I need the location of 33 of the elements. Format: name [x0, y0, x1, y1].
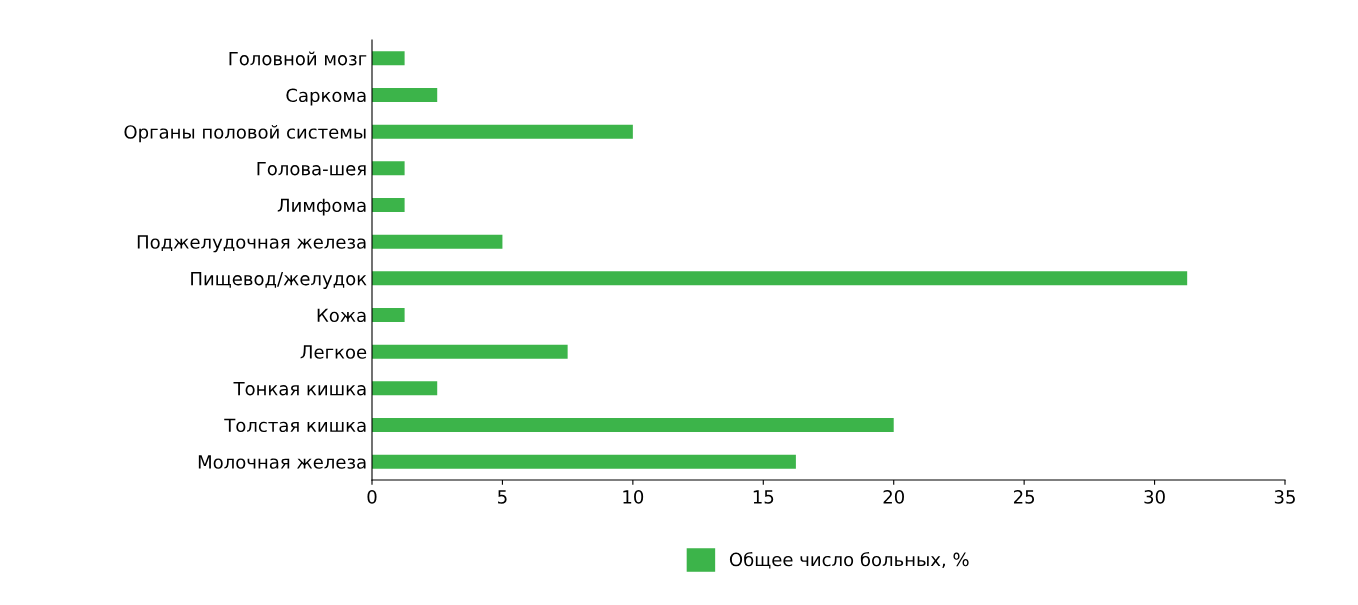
y-tick-label: Органы половой системы — [124, 124, 366, 143]
bar — [372, 344, 568, 359]
y-tick-label: Кожа — [317, 308, 366, 323]
bar — [372, 124, 633, 139]
y-tick-label: Головной мозг — [229, 51, 367, 66]
y-tick-label: Толстая кишка — [224, 418, 366, 433]
legend-label: Общее число больных, % — [729, 552, 969, 569]
y-tick-label: Молочная железа — [198, 455, 366, 469]
x-tick-label: 10 — [623, 490, 644, 504]
bar — [372, 161, 405, 176]
x-tick-label: 35 — [1274, 490, 1295, 504]
bar — [372, 418, 894, 432]
y-tick-label: Легкое — [300, 345, 367, 359]
x-tick-label: 5 — [498, 490, 507, 504]
bar — [372, 454, 796, 469]
bar — [372, 381, 438, 396]
bar — [372, 198, 405, 212]
bar — [372, 88, 438, 102]
x-tick-label: 20 — [883, 490, 904, 504]
y-tick-label: Саркома — [286, 88, 366, 106]
bar — [372, 51, 405, 66]
x-tick-label: 30 — [1144, 490, 1165, 504]
x-tick-label: 25 — [1013, 490, 1035, 504]
bar — [372, 271, 1188, 286]
bar — [372, 234, 503, 249]
y-tick-label: Лимфома — [277, 198, 366, 216]
y-tick-label: Тонкая кишка — [233, 382, 366, 396]
y-tick-label: Поджелудочная железа — [137, 235, 366, 253]
x-tick-label: 0 — [367, 490, 377, 504]
bar — [372, 308, 405, 322]
y-tick-label: Пищевод/желудок — [191, 272, 367, 289]
x-tick-label: 15 — [753, 490, 774, 504]
y-tick-label: Голова-шея — [257, 162, 366, 176]
